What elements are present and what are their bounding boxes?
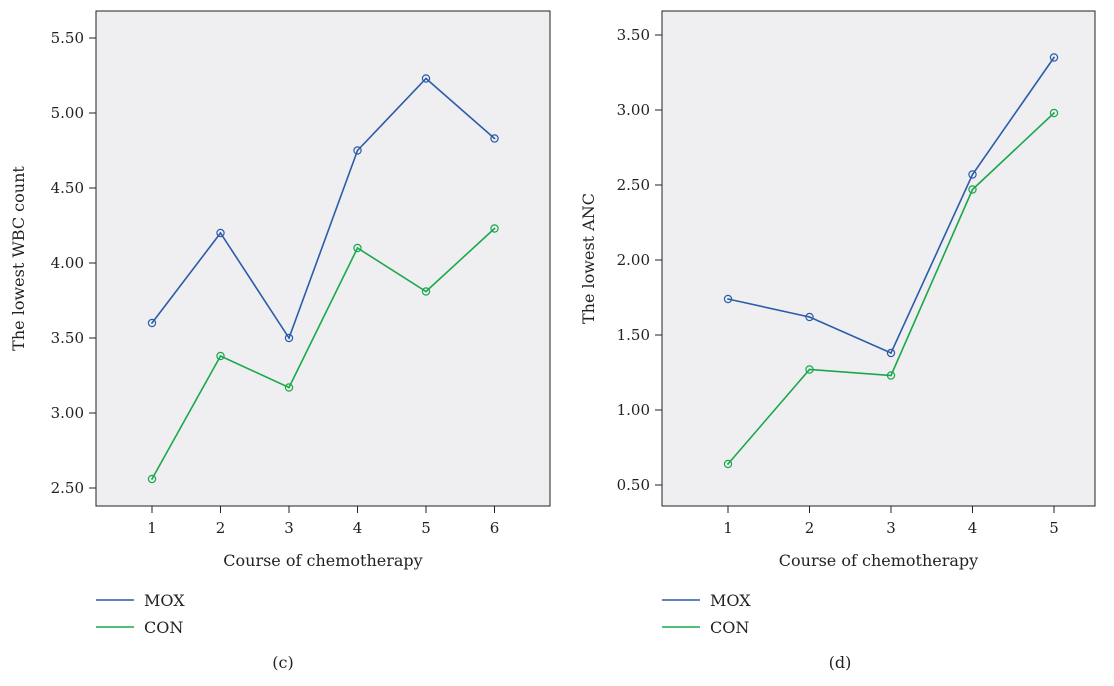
data-point-center [971,173,974,176]
data-point-mox [147,318,157,328]
data-point-center [356,247,359,249]
x-tick-label: 5 [421,519,431,537]
x-tick-label: 4 [968,519,978,537]
y-tick-label: 5.00 [51,104,84,122]
data-point-con [968,185,977,194]
data-point-center [493,227,496,230]
y-tick-label: 3.50 [617,26,650,44]
panel-caption: (d) [829,653,852,672]
data-point-center [808,368,811,371]
data-point-con [147,474,157,484]
data-point-mox [723,294,733,304]
y-tick-label: 2.50 [617,176,650,194]
data-point-center [219,232,222,234]
data-point-center [425,77,427,80]
series-line-mox [151,77,496,340]
data-point-center [808,316,811,318]
data-point-con [421,287,431,296]
data-point-center [1053,56,1055,59]
data-point-con [805,365,814,374]
y-tick-label: 4.00 [51,254,84,272]
x-axis-label: Course of chemotherapy [223,551,422,570]
y-tick-label: 4.50 [51,179,84,197]
chart-panel-2: 0.50 1.00 1.50 2.00 2.50 3.00 3.50 1 2 3 4 5 Course … [579,10,1096,672]
data-point-center [971,188,974,191]
panel-caption: (c) [272,653,293,672]
data-point-center [727,298,729,300]
data-point-con [1049,108,1059,118]
data-point-center [288,386,290,389]
x-tick-label: 2 [805,519,815,537]
data-point-con [353,243,362,253]
y-tick-label: 5.50 [51,29,84,47]
legend-label-con: CON [144,618,183,637]
y-tick-label: 3.00 [617,101,650,119]
data-point-center [288,337,290,339]
data-point-center [890,352,892,354]
y-axis-label: The lowest ANC [579,193,598,324]
data-point-mox [886,348,896,358]
series-line-con [151,227,496,480]
data-point-center [425,290,427,293]
data-point-mox [421,74,431,83]
x-tick-label: 6 [490,519,500,537]
y-tick-label: 3.00 [51,404,84,422]
x-tick-label: 2 [216,519,226,537]
y-tick-label: 3.50 [51,329,84,347]
data-point-mox [805,312,814,322]
data-point-mox [284,333,294,343]
y-axis-label: The lowest WBC count [9,166,28,351]
x-tick-label: 1 [723,519,733,537]
x-tick-label: 5 [1049,519,1059,537]
plot-area [95,10,551,507]
data-point-mox [490,134,499,143]
data-point-mox [968,170,977,179]
data-point-center [890,374,892,377]
x-tick-label: 3 [886,519,896,537]
y-tick-label: 1.00 [617,401,650,419]
data-point-center [151,478,153,480]
data-point-mox [216,228,225,238]
chart-panel-1: 2.50 3.00 3.50 4.00 4.50 5.00 5.50 1 2 3 4 5 6 Course… [9,10,551,672]
x-tick-label: 1 [147,519,157,537]
data-point-mox [353,146,362,155]
legend-label-con: CON [710,618,749,637]
data-point-con [886,371,896,380]
y-tick-label: 0.50 [617,476,650,494]
data-point-center [356,149,359,152]
data-point-con [723,459,733,469]
data-point-con [490,224,499,233]
y-tick-label: 2.00 [617,251,650,269]
legend-label-mox: MOX [144,591,185,610]
data-point-center [727,463,729,465]
data-point-center [493,137,496,140]
y-tick-label: 1.50 [617,326,650,344]
data-point-mox [1049,53,1059,62]
data-point-center [1053,112,1055,114]
data-point-center [219,355,222,357]
data-point-con [216,351,225,361]
data-point-con [284,383,294,392]
plot-area [661,10,1096,507]
x-tick-label: 3 [284,519,294,537]
y-tick-label: 2.50 [51,479,84,497]
x-axis-label: Course of chemotherapy [779,551,978,570]
data-point-center [151,322,153,324]
x-tick-label: 4 [353,519,363,537]
legend-label-mox: MOX [710,591,751,610]
